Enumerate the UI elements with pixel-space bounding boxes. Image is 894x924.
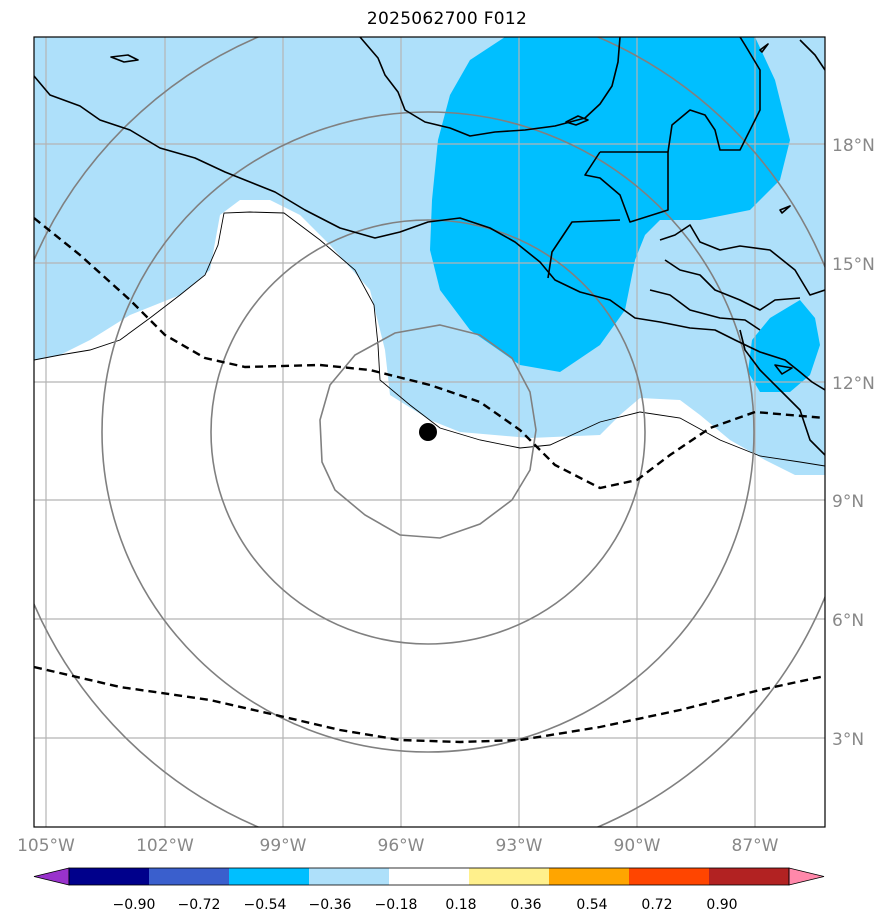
colorbar-extend-high	[788, 867, 825, 886]
colorbar-extend-low	[33, 867, 70, 886]
lat-label: 9°N	[832, 492, 864, 512]
colorbar-tick-label: 0.90	[706, 897, 737, 913]
map-title: 2025062700 F012	[366, 9, 528, 29]
latitude-labels: 18°N 15°N 12°N 9°N 6°N 3°N	[832, 136, 875, 750]
lon-label: 93°W	[496, 836, 543, 856]
longitude-labels: 105°W 102°W 99°W 96°W 93°W 90°W 87°W	[17, 836, 779, 856]
colorbar-tick-label: −0.54	[244, 897, 287, 913]
colorbar-segment	[229, 868, 310, 885]
colorbar-tick-label: −0.90	[113, 897, 156, 913]
storm-center-marker	[419, 423, 437, 441]
map-frame	[33, 36, 826, 828]
lon-label: 90°W	[614, 836, 661, 856]
colorbar-tick-label: 0.36	[510, 897, 541, 913]
colorbar-segment	[469, 868, 550, 885]
colorbar	[33, 867, 825, 886]
colorbar-segment	[709, 868, 790, 885]
range-rings	[34, 37, 825, 827]
lon-label: 102°W	[136, 836, 194, 856]
lat-label: 3°N	[832, 730, 864, 750]
colorbar-segment	[629, 868, 710, 885]
lon-label: 96°W	[378, 836, 425, 856]
colorbar-tick-label: 0.54	[576, 897, 607, 913]
anomaly-fill-medium	[430, 37, 790, 372]
dashed-contours	[34, 217, 825, 744]
lat-label: 18°N	[832, 136, 875, 156]
lon-label: 105°W	[17, 836, 75, 856]
anomaly-fill-medium-east	[748, 300, 820, 392]
colorbar-tick-label: 0.18	[445, 897, 476, 913]
colorbar-segment	[69, 868, 150, 885]
colorbar-tick-label: −0.36	[309, 897, 352, 913]
lat-label: 15°N	[832, 255, 875, 275]
zero-contour	[34, 211, 825, 467]
lon-label: 87°W	[732, 836, 779, 856]
colorbar-tick-label: −0.18	[375, 897, 418, 913]
lon-label: 99°W	[260, 836, 307, 856]
colorbar-frame	[68, 867, 790, 886]
colorbar-segment	[389, 868, 470, 885]
coastlines	[34, 37, 825, 456]
colorbar-segment	[309, 868, 390, 885]
lat-label: 12°N	[832, 374, 875, 394]
colorbar-tick-labels: −0.90 −0.72 −0.54 −0.36 −0.18 0.18 0.36 …	[113, 897, 738, 913]
lat-label: 6°N	[832, 611, 864, 631]
colorbar-segment	[549, 868, 630, 885]
colorbar-segment	[149, 868, 230, 885]
colorbar-tick-label: 0.72	[641, 897, 672, 913]
colorbar-tick-label: −0.72	[178, 897, 221, 913]
